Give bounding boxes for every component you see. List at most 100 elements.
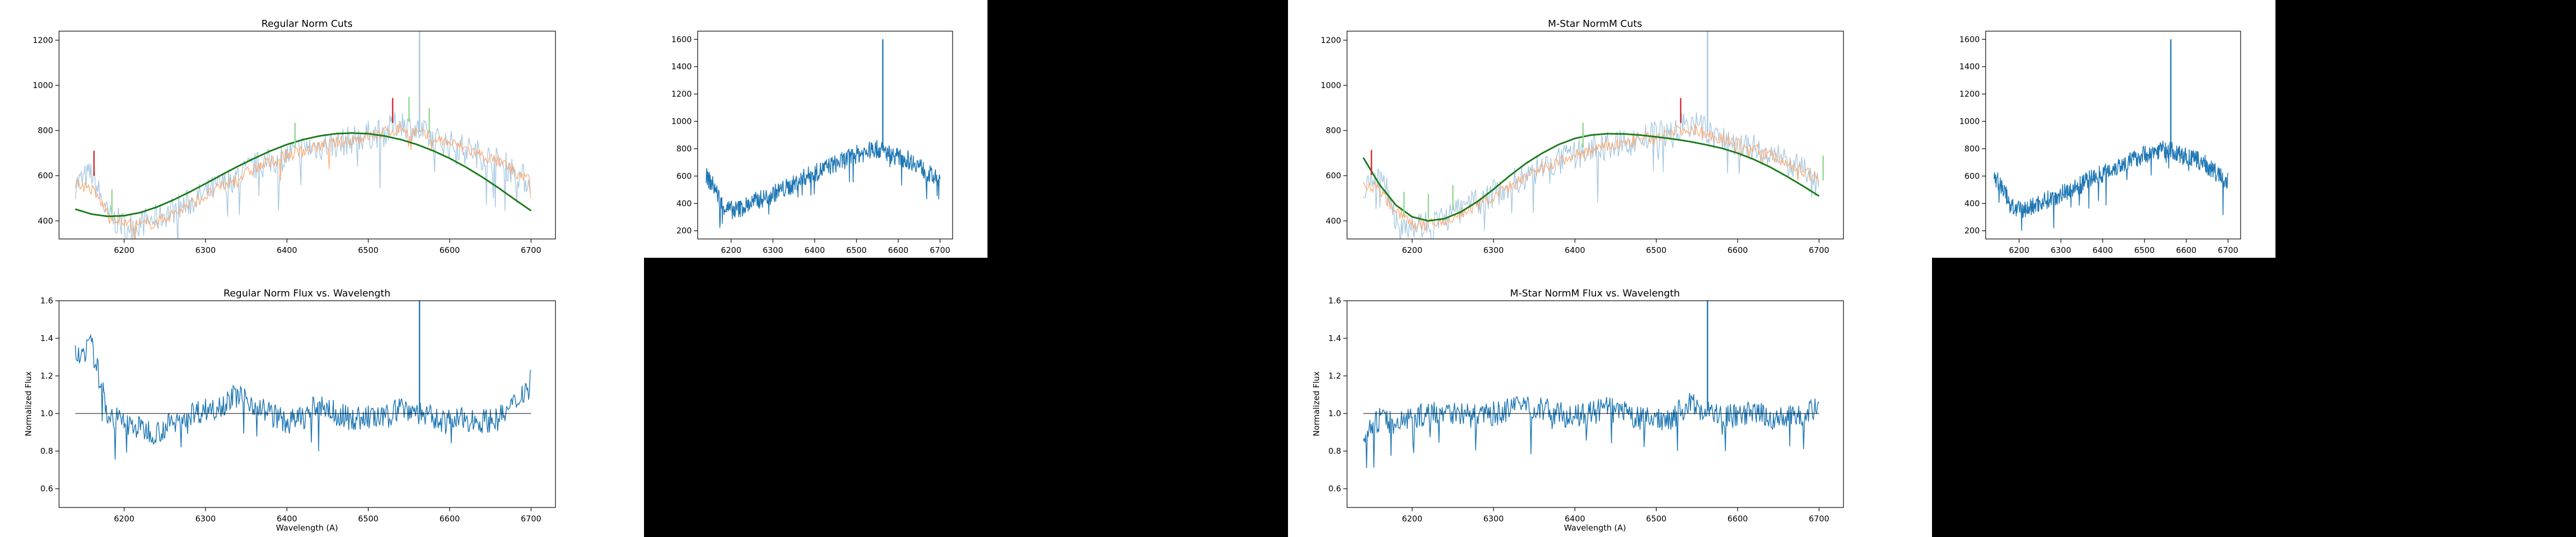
chart-regular-norm: Regular Norm Flux vs. Wavelength Wavelen… [24, 288, 556, 533]
x-tick-label: 6200 [114, 514, 134, 524]
x-tick-label: 6300 [763, 245, 783, 255]
y-tick-label: 1000 [1959, 117, 1980, 126]
y-tick-label: 600 [1964, 171, 1980, 181]
y-tick-label: 800 [38, 126, 53, 135]
axes-frame [1985, 31, 2241, 240]
x-tick-label: 6200 [2009, 245, 2029, 255]
series-line [75, 123, 531, 239]
x-tick-label: 6400 [276, 245, 297, 255]
y-tick-label: 1.4 [40, 333, 53, 343]
x-tick-label: 6600 [888, 245, 909, 255]
series-line [75, 132, 532, 217]
x-tick-label: 6700 [1809, 245, 1829, 255]
x-tick-label: 6300 [2051, 245, 2071, 255]
y-tick-label: 0.8 [1328, 446, 1341, 456]
plot-area [75, 301, 532, 460]
y-tick-label: 600 [1326, 171, 1341, 180]
x-tick-label: 6300 [1483, 245, 1504, 255]
series-line [705, 140, 941, 228]
y-tick-label: 1600 [671, 34, 692, 44]
axes-frame [697, 31, 953, 240]
series-line [1363, 393, 1820, 468]
chart-mstar-cuts: M-Star NormM Cuts 6200 6300 6400 6500 6600 67… [1321, 18, 1844, 255]
x-tick-label: 6400 [1564, 245, 1585, 255]
y-tick-label: 1200 [1321, 35, 1341, 45]
y-tick-label: 1000 [33, 81, 53, 90]
y-tick-label: 400 [1326, 216, 1341, 226]
y-tick-label: 1.6 [1328, 296, 1341, 306]
x-tick-label: 6700 [1809, 514, 1829, 524]
plot-area [1363, 31, 1824, 239]
x-tick-label: 6200 [1402, 245, 1422, 255]
x-tick-label: 6400 [804, 245, 825, 255]
axes-frame [58, 31, 556, 240]
chart-title: Regular Norm Cuts [261, 18, 353, 30]
y-tick-label: 0.6 [1328, 484, 1341, 494]
y-tick-label: 800 [1964, 144, 1980, 154]
chart-mstar-raw: 6200 6300 6400 6500 6600 6700 200 400 600 800 1000… [1959, 31, 2241, 255]
y-tick-label: 800 [1326, 126, 1341, 135]
x-tick-label: 6600 [1728, 245, 1748, 255]
y-tick-label: 800 [676, 144, 692, 154]
y-tick-label: 0.8 [40, 446, 53, 456]
y-tick-label: 600 [38, 171, 53, 180]
chart-regular-raw: 6200 6300 6400 6500 6600 6700 200 400 600 800 1000… [671, 31, 953, 255]
series-line [1993, 140, 2229, 231]
series-line [75, 111, 531, 239]
plot-area [1363, 301, 1820, 468]
chart-title: Regular Norm Flux vs. Wavelength [224, 288, 391, 299]
x-tick-label: 6700 [521, 245, 541, 255]
y-tick-label: 1400 [671, 62, 692, 71]
plot-area [75, 31, 532, 239]
x-tick-label: 6400 [1564, 514, 1585, 524]
x-tick-label: 6500 [358, 514, 378, 524]
y-tick-label: 200 [676, 226, 692, 236]
y-tick-label: 1.4 [1328, 333, 1341, 343]
x-tick-label: 6600 [1728, 514, 1748, 524]
series-line [1363, 124, 1819, 231]
x-tick-label: 6200 [721, 245, 741, 255]
plot-area [705, 39, 941, 228]
y-tick-label: 200 [1964, 226, 1980, 236]
x-tick-label: 6600 [2176, 245, 2197, 255]
y-tick-label: 1.0 [1328, 409, 1341, 418]
series-line [75, 333, 532, 460]
figure-right-bottom [1288, 258, 1932, 537]
chart-regular-cuts: Regular Norm Cuts 6200 6300 6400 6500 6600 67… [33, 18, 556, 255]
y-tick-label: 1200 [33, 35, 53, 45]
axes-frame [1346, 31, 1844, 240]
x-tick-label: 6200 [114, 245, 134, 255]
y-tick-label: 400 [38, 216, 53, 226]
x-tick-label: 6700 [521, 514, 541, 524]
x-tick-label: 6300 [195, 514, 216, 524]
x-tick-label: 6500 [2134, 245, 2155, 255]
x-tick-label: 6200 [1402, 514, 1422, 524]
y-tick-label: 1.0 [40, 409, 53, 418]
y-tick-label: 600 [676, 171, 692, 181]
y-tick-label: 1400 [1959, 62, 1980, 71]
x-tick-label: 6400 [2092, 245, 2113, 255]
y-tick-label: 1.2 [1328, 371, 1341, 381]
x-tick-label: 6300 [195, 245, 216, 255]
chart-mstar-norm: M-Star NormM Flux vs. Wavelength Wavelen… [1312, 288, 1844, 533]
y-tick-label: 0.6 [40, 484, 53, 494]
y-tick-label: 400 [676, 199, 692, 208]
y-axis-label: Normalized Flux [24, 371, 33, 436]
y-tick-label: 1000 [1321, 81, 1341, 90]
x-tick-label: 6300 [1483, 514, 1504, 524]
chart-title: M-Star NormM Flux vs. Wavelength [1510, 288, 1680, 299]
y-tick-label: 1000 [671, 117, 692, 126]
x-tick-label: 6500 [1646, 514, 1666, 524]
y-tick-label: 400 [1964, 199, 1980, 208]
x-axis-label: Wavelength (A) [1564, 523, 1626, 533]
x-tick-label: 6700 [930, 245, 950, 255]
axes-frame [1346, 300, 1844, 508]
x-tick-label: 6700 [2218, 245, 2238, 255]
y-tick-label: 1600 [1959, 34, 1980, 44]
y-tick-label: 1200 [671, 89, 692, 99]
y-tick-label: 1.6 [40, 296, 53, 306]
y-tick-label: 1200 [1959, 89, 1980, 99]
axes-frame [58, 300, 556, 508]
plot-area [1993, 39, 2229, 231]
